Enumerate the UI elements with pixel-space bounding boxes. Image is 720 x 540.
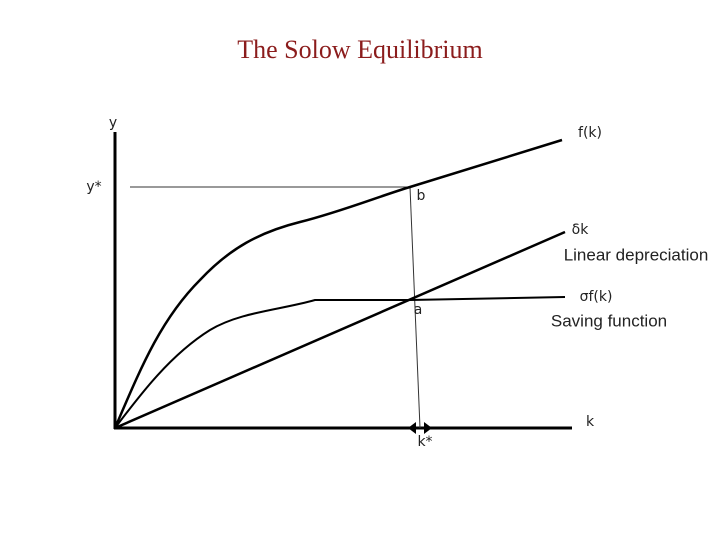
depreciation-line: [114, 230, 566, 430]
x-axis-label: k: [586, 414, 595, 430]
k-star-label: k*: [417, 434, 432, 450]
k-star-arrow: [424, 422, 432, 434]
curve-symbol: σf(k): [580, 289, 613, 305]
curve-symbol: δk: [572, 222, 590, 238]
title: The Solow Equilibrium: [237, 35, 483, 64]
curve-name: Linear depreciation: [564, 245, 709, 264]
saving-curve: [114, 296, 566, 429]
y-star-label: y*: [86, 179, 101, 195]
production-curve: [113, 138, 563, 429]
curve-name: Saving function: [551, 311, 667, 330]
curve-symbol: f(k): [578, 125, 602, 141]
point-label: a: [414, 302, 423, 318]
k-star-arrow: [408, 422, 416, 434]
y-axis-label: y: [109, 115, 117, 131]
point-label: b: [417, 188, 426, 204]
k-star-line: [409, 186, 421, 429]
